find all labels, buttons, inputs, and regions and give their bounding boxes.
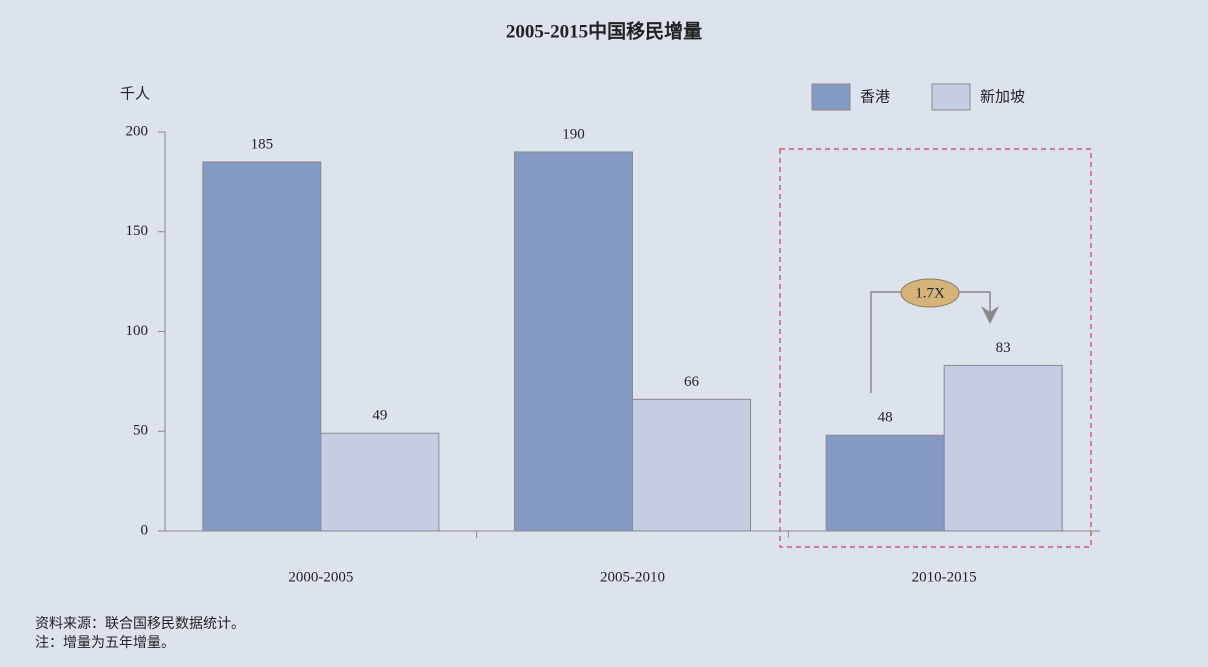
x-tick-label: 2010-2015 <box>912 569 977 585</box>
x-tick-label: 2000-2005 <box>288 569 353 585</box>
annotation-bubble <box>900 278 960 308</box>
highlight-box <box>779 148 1092 548</box>
y-tick-label: 100 <box>126 323 149 339</box>
legend-label: 新加坡 <box>980 88 1025 105</box>
bar <box>514 151 633 532</box>
annotation-text: 1.7X <box>915 285 945 301</box>
bar <box>202 161 322 532</box>
y-axis-label: 千人 <box>120 85 150 102</box>
x-tick-label: 2005-2010 <box>600 569 665 585</box>
y-tick-label: 0 <box>141 522 149 538</box>
value-label: 66 <box>684 374 700 390</box>
chart-title: 2005-2015中国移民增量 <box>506 19 702 42</box>
value-label: 49 <box>372 408 387 424</box>
legend-label: 香港 <box>860 88 890 105</box>
y-tick-label: 50 <box>133 423 148 439</box>
value-label: 83 <box>996 340 1011 356</box>
footnote: 注：增量为五年增量。 <box>35 635 175 651</box>
y-tick-label: 150 <box>126 223 149 239</box>
arrow-head <box>981 306 999 324</box>
y-tick-label: 200 <box>126 123 149 139</box>
value-label: 185 <box>251 136 274 152</box>
value-label: 190 <box>562 126 585 142</box>
value-label: 48 <box>878 410 893 426</box>
bar <box>320 432 440 532</box>
bar <box>632 398 751 532</box>
bar <box>943 364 1063 532</box>
source-note: 资料来源：联合国移民数据统计。 <box>35 616 245 632</box>
legend-swatch <box>931 83 971 111</box>
legend-swatch <box>811 83 851 111</box>
bar <box>825 434 945 532</box>
